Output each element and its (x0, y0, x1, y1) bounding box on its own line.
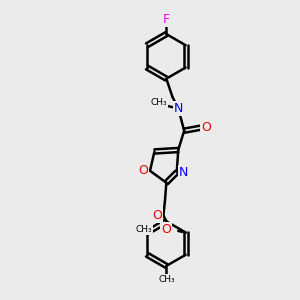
Text: N: N (173, 102, 183, 115)
Text: F: F (163, 13, 170, 26)
Text: CH₃: CH₃ (158, 275, 175, 284)
Text: N: N (178, 166, 188, 179)
Text: O: O (161, 223, 171, 236)
Text: CH₃: CH₃ (151, 98, 167, 107)
Text: O: O (201, 121, 211, 134)
Text: O: O (139, 164, 148, 177)
Text: O: O (152, 209, 162, 222)
Text: CH₃: CH₃ (135, 225, 152, 234)
